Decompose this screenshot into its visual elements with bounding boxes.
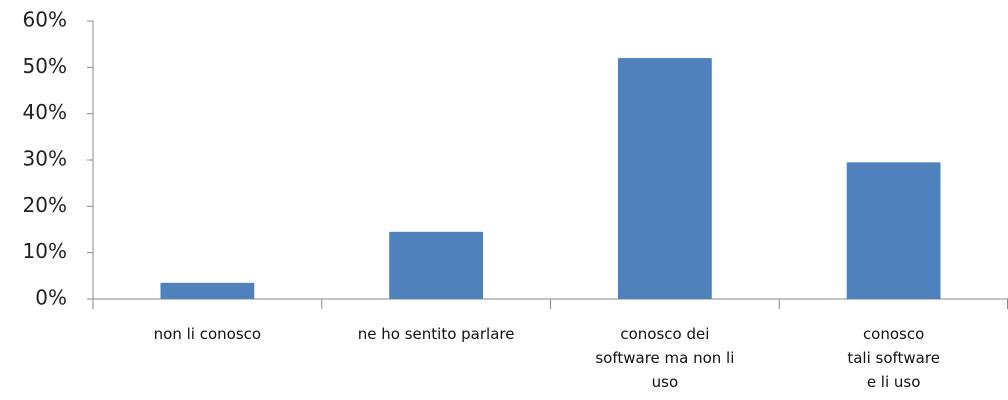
- y-tick-label: 50%: [23, 54, 67, 78]
- y-tick-label: 0%: [35, 286, 67, 310]
- bar: [846, 162, 941, 299]
- x-tick-label: ne ho sentito parlare: [357, 325, 515, 343]
- bar: [160, 282, 255, 299]
- bar: [617, 58, 712, 299]
- y-tick-label: 40%: [23, 100, 67, 124]
- x-tick-label: conosco dei software ma non li uso: [595, 325, 735, 391]
- y-tick-label: 10%: [23, 239, 67, 263]
- x-tick-label: non li conosco: [153, 325, 262, 343]
- x-tick-label: conosco tali software e li uso: [847, 325, 940, 391]
- y-tick-label: 20%: [23, 193, 67, 217]
- y-tick-label: 30%: [23, 147, 67, 171]
- bar: [389, 231, 484, 299]
- y-tick-label: 60%: [23, 8, 67, 32]
